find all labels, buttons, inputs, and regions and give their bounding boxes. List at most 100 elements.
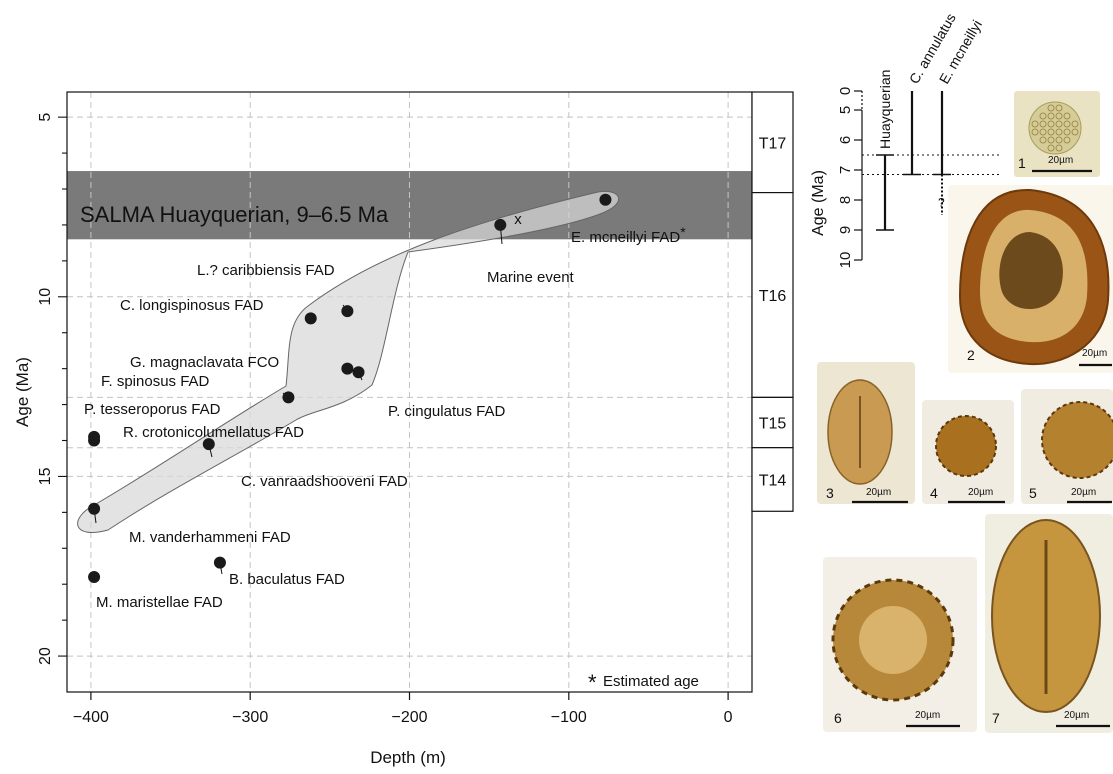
stage-box-0	[751, 91, 794, 194]
data-point-6	[282, 391, 295, 404]
reticulum-cell-1	[1055, 104, 1063, 112]
reticulum-cell-9	[1055, 120, 1063, 128]
note-text: Estimated age	[603, 673, 699, 690]
photo-3-scale: 20µm	[866, 487, 892, 498]
point-label-12: M. maristellae FAD	[96, 594, 223, 611]
y-tick-label-2: 15	[37, 467, 54, 485]
x-tick-label-3: −100	[551, 709, 587, 726]
reticulum-cell-10	[1063, 120, 1071, 128]
specimen-photos	[817, 91, 1113, 733]
reticulum-cell-15	[1055, 128, 1063, 136]
photo-2-number: 2	[967, 347, 975, 363]
photo-1-grain	[1028, 101, 1082, 155]
band-label: SALMA Huayquerian, 9–6.5 Ma	[80, 202, 389, 227]
photo-1-reticulum	[1031, 104, 1079, 152]
reticulum-cell-3	[1047, 112, 1055, 120]
data-point-8	[88, 434, 101, 447]
data-point-11	[213, 556, 226, 569]
data-point-5	[352, 366, 365, 379]
photo-6-scale: 20µm	[915, 710, 941, 721]
x-axis-title: Depth (m)	[370, 748, 446, 767]
y-tick-label-1: 10	[37, 288, 54, 306]
range-y-tick-label-5: 9	[837, 226, 854, 234]
range-y-axis-title: Age (Ma)	[810, 170, 827, 236]
range-y-tick-label-3: 7	[837, 166, 854, 174]
range-name-0: Huayquerian	[877, 70, 893, 149]
range-axis: 0 5 6 7 8 9 10	[837, 87, 1000, 269]
reticulum-cell-6	[1031, 120, 1039, 128]
stage-column: T17 T16 T15 T14	[751, 91, 794, 512]
point-label-7: P. tesseroporus FAD	[84, 401, 221, 418]
y-tick-label-3: 20	[37, 647, 54, 665]
data-point-10	[88, 502, 101, 515]
reticulum-cell-0	[1047, 104, 1055, 112]
range-y-tick-label-6: 10	[837, 252, 854, 269]
stage-box-3	[751, 447, 794, 512]
data-point-12	[88, 571, 101, 584]
y-tick-label-0: 5	[37, 113, 54, 122]
stage-label-3: T14	[759, 472, 787, 489]
scale-bars	[852, 169, 1112, 728]
point-label-6: F. spinosus FAD	[101, 373, 210, 390]
reticulum-cell-21	[1063, 136, 1071, 144]
photo-2-scale: 20µm	[1082, 348, 1108, 359]
note-symbol: *	[588, 670, 597, 695]
stage-label-0: T17	[759, 135, 787, 152]
photo-1-number: 1	[1018, 155, 1026, 171]
range-y-tick-label-0: 0	[837, 87, 854, 95]
reticulum-cell-2	[1039, 112, 1047, 120]
photo-7-number: 7	[992, 710, 1000, 726]
point-label-11: B. baculatus FAD	[229, 571, 345, 588]
stage-box-1	[751, 191, 794, 398]
stage-boundary-lines	[67, 396, 752, 449]
axes: −400 −300 −200 −100 0 5 10 15 20	[37, 113, 733, 726]
point-label-4: G. magnaclavata FCO	[130, 354, 279, 371]
photo-6-number: 6	[834, 710, 842, 726]
reticulum-cell-16	[1063, 128, 1071, 136]
data-point-9	[202, 438, 215, 451]
photo-4-scale: 20µm	[968, 487, 994, 498]
photo-7-scale: 20µm	[1064, 710, 1090, 721]
photo-5-scale: 20µm	[1071, 487, 1097, 498]
reticulum-cell-20	[1055, 136, 1063, 144]
data-point-3	[304, 312, 317, 325]
range-bar-query-2: ?	[938, 196, 945, 210]
reticulum-cell-14	[1047, 128, 1055, 136]
reticulum-cell-7	[1039, 120, 1047, 128]
reticulum-cell-22	[1047, 144, 1055, 152]
reticulum-cell-19	[1047, 136, 1055, 144]
point-label-0: E. mcneillyi FAD*	[571, 224, 686, 246]
reticulum-cell-18	[1039, 136, 1047, 144]
data-point-4	[341, 362, 354, 375]
point-label-2: L.? caribbiensis FAD	[197, 262, 335, 279]
reticulum-cell-11	[1071, 120, 1079, 128]
photo-3-number: 3	[826, 485, 834, 501]
range-y-tick-label-1: 5	[837, 106, 854, 114]
point-label-3: C. longispinosus FAD	[120, 297, 264, 314]
x-tick-label-4: 0	[724, 709, 733, 726]
range-y-tick-label-2: 6	[837, 136, 854, 144]
photo-1-scale: 20µm	[1048, 155, 1074, 166]
photo-6-center	[859, 606, 927, 674]
reticulum-cell-4	[1055, 112, 1063, 120]
point-label-5: P. cingulatus FAD	[388, 403, 505, 420]
x-tick-label-0: −400	[73, 709, 109, 726]
reticulum-cell-13	[1039, 128, 1047, 136]
reticulum-cell-23	[1055, 144, 1063, 152]
stage-label-1: T16	[759, 288, 787, 305]
stage-box-2	[751, 396, 794, 449]
point-label-8: R. crotonicolumellatus FAD	[123, 424, 304, 441]
x-tick-label-1: −300	[232, 709, 268, 726]
photo-5-number: 5	[1029, 485, 1037, 501]
estimated-marker: *	[680, 224, 686, 240]
photo-5-grain	[1041, 401, 1113, 479]
range-y-tick-label-4: 8	[837, 196, 854, 204]
marine-x-marker: x	[514, 211, 522, 228]
reticulum-cell-17	[1071, 128, 1079, 136]
point-label-1: Marine event	[487, 269, 575, 286]
data-point-0	[599, 193, 612, 206]
reticulum-cell-12	[1031, 128, 1039, 136]
photo-2-core	[999, 232, 1063, 310]
